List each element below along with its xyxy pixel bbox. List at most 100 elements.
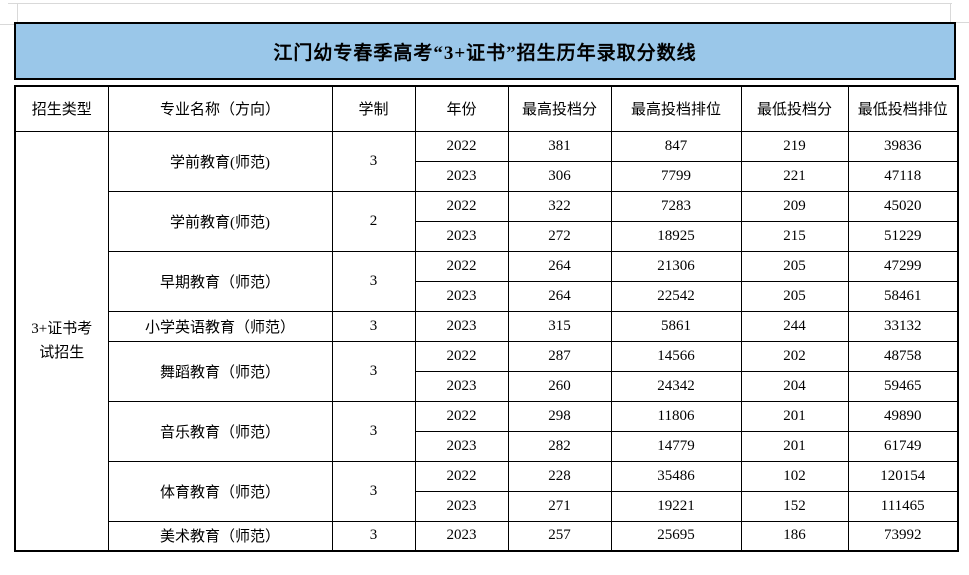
major-cell: 音乐教育（师范） (107, 400, 333, 462)
table-row: 音乐教育（师范） 3 2022 298 11806 201 49890 (15, 400, 959, 462)
max-rank-cell: 21306 (610, 250, 742, 282)
table-row: 早期教育（师范） 3 2022 264 21306 205 47299 (15, 250, 959, 312)
year-cell: 2022 (414, 340, 509, 372)
max-score-cell: 381 (507, 130, 612, 162)
min-score-cell: 219 (740, 130, 849, 162)
years-cell: 2 (331, 190, 416, 252)
header-major: 专业名称（方向） (107, 85, 333, 132)
sheet-gridline (950, 3, 951, 22)
year-cell: 2022 (414, 460, 509, 492)
header-min-score: 最低投档分 (740, 85, 849, 132)
table-header-row: 招生类型 专业名称（方向） 学制 年份 最高投档分 最高投档排位 最低投档分 最… (14, 85, 959, 132)
header-max-rank: 最高投档排位 (610, 85, 742, 132)
min-rank-cell: 59465 (847, 370, 959, 402)
min-score-cell: 186 (740, 520, 849, 552)
table-row: 美术教育（师范） 3 2023 257 25695 186 73992 (15, 520, 959, 552)
year-cell: 2022 (414, 250, 509, 282)
header-years: 学制 (331, 85, 416, 132)
min-score-cell: 201 (740, 430, 849, 462)
max-score-cell: 228 (507, 460, 612, 492)
min-rank-cell: 51229 (847, 220, 959, 252)
min-rank-cell: 45020 (847, 190, 959, 222)
max-rank-cell: 847 (610, 130, 742, 162)
min-rank-cell: 33132 (847, 310, 959, 342)
major-cell: 体育教育（师范） (107, 460, 333, 522)
min-score-cell: 221 (740, 160, 849, 192)
min-score-cell: 209 (740, 190, 849, 222)
admission-scores-table: 招生类型 专业名称（方向） 学制 年份 最高投档分 最高投档排位 最低投档分 最… (14, 85, 959, 552)
min-rank-cell: 73992 (847, 520, 959, 552)
header-min-rank: 最低投档排位 (847, 85, 959, 132)
min-rank-cell: 61749 (847, 430, 959, 462)
major-cell: 早期教育（师范） (107, 250, 333, 312)
max-score-cell: 272 (507, 220, 612, 252)
min-score-cell: 102 (740, 460, 849, 492)
year-cell: 2023 (414, 310, 509, 342)
year-cell: 2023 (414, 430, 509, 462)
header-admission-type: 招生类型 (14, 85, 109, 132)
min-rank-cell: 47299 (847, 250, 959, 282)
table-row: 2023 271 19221 152 111465 (15, 490, 959, 522)
year-cell: 2023 (414, 220, 509, 252)
years-cell: 3 (331, 520, 416, 552)
table-row: 2023 260 24342 204 59465 (15, 370, 959, 402)
table-row: 2023 306 7799 221 47118 (15, 160, 959, 192)
max-score-cell: 264 (507, 280, 612, 312)
max-score-cell: 282 (507, 430, 612, 462)
major-cell: 学前教育(师范) (107, 130, 333, 192)
max-score-cell: 264 (507, 250, 612, 282)
year-cell: 2023 (414, 160, 509, 192)
year-cell: 2023 (414, 280, 509, 312)
min-score-cell: 201 (740, 400, 849, 432)
years-cell: 3 (331, 130, 416, 192)
max-score-cell: 287 (507, 340, 612, 372)
min-rank-cell: 111465 (847, 490, 959, 522)
table-row: 学前教育(师范) 2 2022 322 7283 209 45020 (15, 190, 959, 252)
min-score-cell: 215 (740, 220, 849, 252)
max-score-cell: 298 (507, 400, 612, 432)
max-score-cell: 322 (507, 190, 612, 222)
header-max-score: 最高投档分 (507, 85, 612, 132)
years-cell: 3 (331, 340, 416, 402)
major-cell: 美术教育（师范） (107, 520, 333, 552)
max-rank-cell: 18925 (610, 220, 742, 252)
min-score-cell: 202 (740, 340, 849, 372)
table-row: 2023 282 14779 201 61749 (15, 430, 959, 462)
table-row: 舞蹈教育（师范） 3 2022 287 14566 202 48758 (15, 340, 959, 402)
max-rank-cell: 7283 (610, 190, 742, 222)
year-cell: 2023 (414, 370, 509, 402)
year-cell: 2022 (414, 190, 509, 222)
min-rank-cell: 48758 (847, 340, 959, 372)
min-rank-cell: 47118 (847, 160, 959, 192)
max-rank-cell: 5861 (610, 310, 742, 342)
year-cell: 2023 (414, 490, 509, 522)
min-score-cell: 244 (740, 310, 849, 342)
min-rank-cell: 120154 (847, 460, 959, 492)
min-score-cell: 204 (740, 370, 849, 402)
major-cell: 舞蹈教育（师范） (107, 340, 333, 402)
max-rank-cell: 35486 (610, 460, 742, 492)
table-row: 体育教育（师范） 3 2022 228 35486 102 120154 (15, 460, 959, 522)
min-score-cell: 205 (740, 250, 849, 282)
years-cell: 3 (331, 310, 416, 342)
max-rank-cell: 11806 (610, 400, 742, 432)
min-rank-cell: 49890 (847, 400, 959, 432)
admission-type-cell: 3+证书考试招生 (14, 130, 109, 552)
min-score-cell: 205 (740, 280, 849, 312)
sheet-gridline (950, 22, 969, 23)
max-rank-cell: 24342 (610, 370, 742, 402)
sheet-gridline (8, 3, 952, 4)
max-rank-cell: 25695 (610, 520, 742, 552)
max-rank-cell: 7799 (610, 160, 742, 192)
sheet-gridline (0, 24, 17, 25)
sheet-gridline (17, 3, 18, 24)
header-year: 年份 (414, 85, 509, 132)
major-cell: 学前教育(师范) (107, 190, 333, 252)
table-row: 小学英语教育（师范） 3 2023 315 5861 244 33132 (15, 310, 959, 342)
table-row: 2023 272 18925 215 51229 (15, 220, 959, 252)
min-rank-cell: 39836 (847, 130, 959, 162)
major-cell: 小学英语教育（师范） (107, 310, 333, 342)
max-score-cell: 306 (507, 160, 612, 192)
max-rank-cell: 14779 (610, 430, 742, 462)
min-rank-cell: 58461 (847, 280, 959, 312)
